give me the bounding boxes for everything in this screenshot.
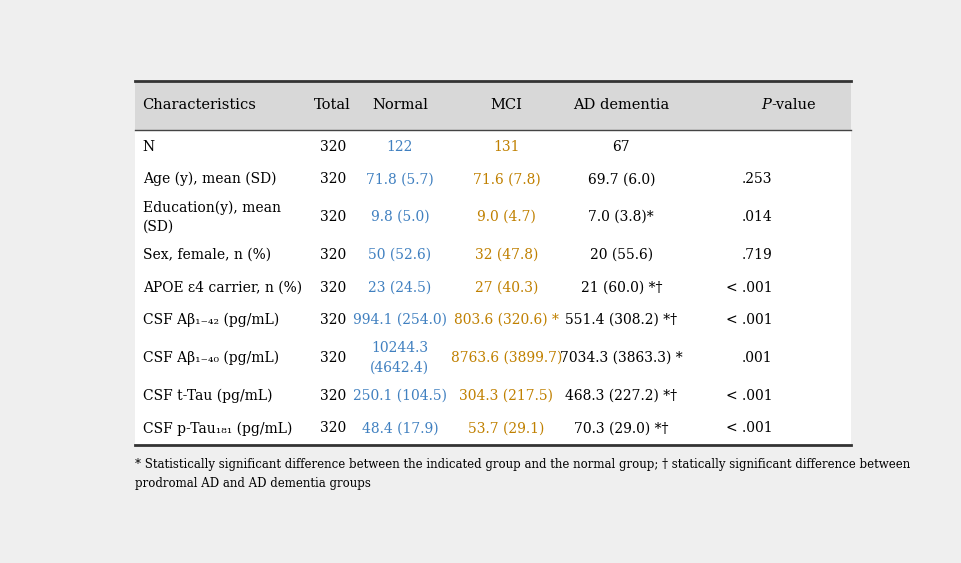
Text: 9.0 (4.7): 9.0 (4.7) <box>477 210 535 224</box>
Text: Characteristics: Characteristics <box>142 99 257 113</box>
Text: 468.3 (227.2) *†: 468.3 (227.2) *† <box>565 389 677 403</box>
Text: CSF Aβ₁₋₄₂ (pg/mL): CSF Aβ₁₋₄₂ (pg/mL) <box>142 313 279 327</box>
Text: 20 (55.6): 20 (55.6) <box>589 248 653 262</box>
Text: 320: 320 <box>319 280 346 294</box>
Text: N: N <box>142 140 155 154</box>
Text: 48.4 (17.9): 48.4 (17.9) <box>361 422 437 435</box>
Text: < .001: < .001 <box>726 422 772 435</box>
Text: < .001: < .001 <box>726 389 772 403</box>
Text: 21 (60.0) *†: 21 (60.0) *† <box>579 280 661 294</box>
Text: Total: Total <box>314 99 351 113</box>
Text: CSF t-Tau (pg/mL): CSF t-Tau (pg/mL) <box>142 388 272 403</box>
Text: 7034.3 (3863.3) *: 7034.3 (3863.3) * <box>559 351 682 365</box>
Text: .253: .253 <box>741 172 772 186</box>
Text: .001: .001 <box>741 351 772 365</box>
Text: 803.6 (320.6) *: 803.6 (320.6) * <box>454 313 558 327</box>
Text: * Statistically significant difference between the indicated group and the norma: * Statistically significant difference b… <box>135 458 909 490</box>
Text: -value: -value <box>771 99 816 113</box>
Text: 50 (52.6): 50 (52.6) <box>368 248 431 262</box>
Text: 32 (47.8): 32 (47.8) <box>475 248 537 262</box>
Text: 994.1 (254.0): 994.1 (254.0) <box>353 313 446 327</box>
Text: 320: 320 <box>319 422 346 435</box>
FancyBboxPatch shape <box>135 81 850 131</box>
Text: MCI: MCI <box>490 99 522 113</box>
Text: Sex, female, n (%): Sex, female, n (%) <box>142 248 270 262</box>
Text: (4642.4): (4642.4) <box>370 360 429 374</box>
Text: < .001: < .001 <box>726 280 772 294</box>
Text: P: P <box>760 99 771 113</box>
Text: 320: 320 <box>319 210 346 224</box>
Text: 9.8 (5.0): 9.8 (5.0) <box>370 210 429 224</box>
Text: 10244.3: 10244.3 <box>371 342 428 355</box>
Text: 69.7 (6.0): 69.7 (6.0) <box>587 172 654 186</box>
Text: APOE ε4 carrier, n (%): APOE ε4 carrier, n (%) <box>142 280 302 294</box>
Text: 23 (24.5): 23 (24.5) <box>368 280 431 294</box>
Text: .014: .014 <box>741 210 772 224</box>
Text: 67: 67 <box>612 140 629 154</box>
Text: CSF p-Tau₁₈₁ (pg/mL): CSF p-Tau₁₈₁ (pg/mL) <box>142 421 292 436</box>
Text: 320: 320 <box>319 351 346 365</box>
Text: < .001: < .001 <box>726 313 772 327</box>
FancyBboxPatch shape <box>135 81 850 445</box>
Text: Normal: Normal <box>372 99 428 113</box>
Text: 551.4 (308.2) *†: 551.4 (308.2) *† <box>565 313 677 327</box>
Text: 320: 320 <box>319 172 346 186</box>
Text: (SD): (SD) <box>142 220 174 234</box>
Text: 53.7 (29.1): 53.7 (29.1) <box>468 422 544 435</box>
Text: .719: .719 <box>741 248 772 262</box>
Text: 7.0 (3.8)*: 7.0 (3.8)* <box>588 210 653 224</box>
Text: 320: 320 <box>319 248 346 262</box>
Text: 71.6 (7.8): 71.6 (7.8) <box>472 172 540 186</box>
Text: 320: 320 <box>319 313 346 327</box>
Text: Education(y), mean: Education(y), mean <box>142 200 281 215</box>
Text: AD dementia: AD dementia <box>573 99 669 113</box>
Text: 131: 131 <box>493 140 519 154</box>
Text: Age (y), mean (SD): Age (y), mean (SD) <box>142 172 276 186</box>
Text: 250.1 (104.5): 250.1 (104.5) <box>353 389 446 403</box>
Text: 8763.6 (3899.7): 8763.6 (3899.7) <box>451 351 561 365</box>
Text: 304.3 (217.5): 304.3 (217.5) <box>459 389 553 403</box>
Text: CSF Aβ₁₋₄₀ (pg/mL): CSF Aβ₁₋₄₀ (pg/mL) <box>142 351 279 365</box>
Text: 320: 320 <box>319 140 346 154</box>
Text: 320: 320 <box>319 389 346 403</box>
Text: 27 (40.3): 27 (40.3) <box>475 280 537 294</box>
Text: 122: 122 <box>386 140 412 154</box>
Text: 71.8 (5.7): 71.8 (5.7) <box>365 172 433 186</box>
Text: 70.3 (29.0) *†: 70.3 (29.0) *† <box>574 422 668 435</box>
